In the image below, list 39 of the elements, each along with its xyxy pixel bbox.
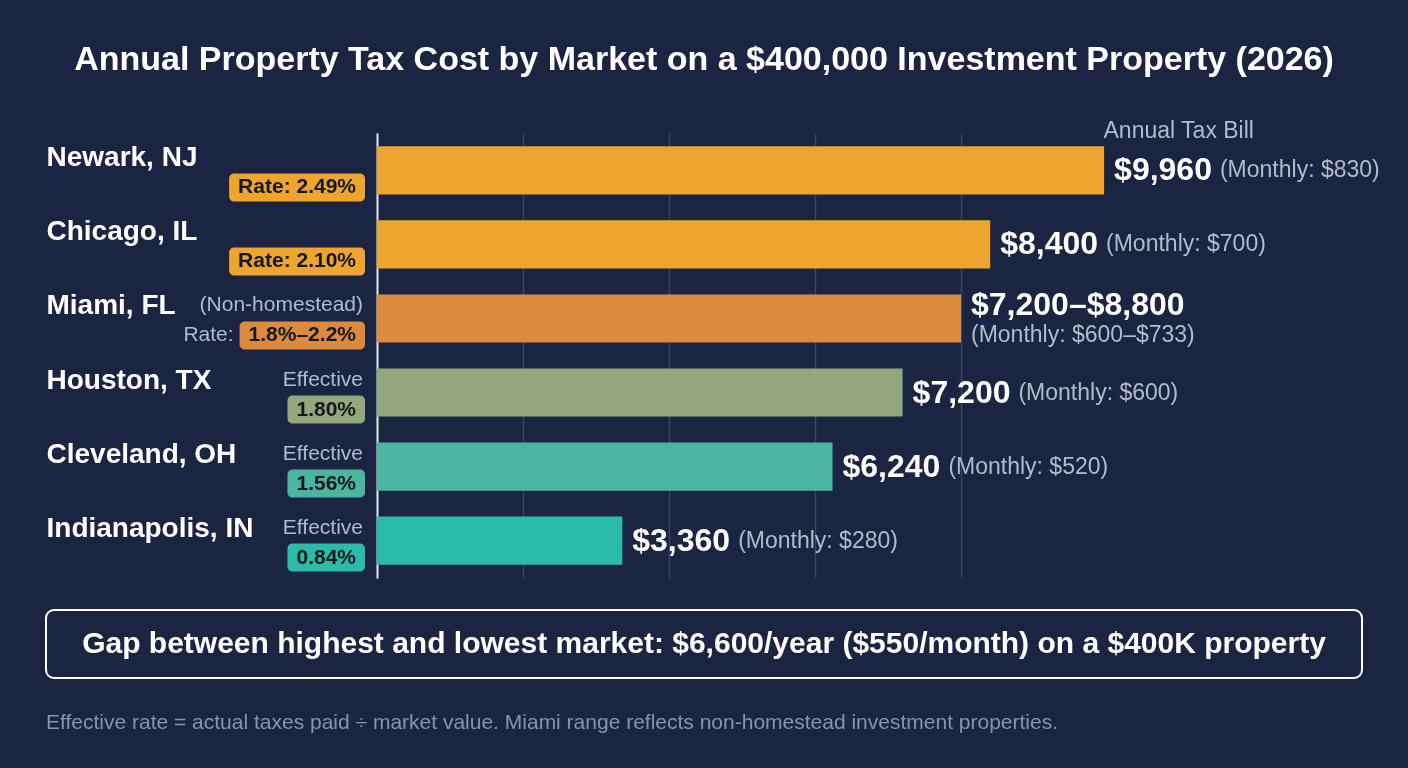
text: (Non-homestead) (199, 292, 363, 316)
bar (377, 368, 903, 417)
text: Effective rate = actual taxes paid ÷ market value. Miami range reflects non-homestead investment properties. (46, 710, 1059, 733)
y-tick-label: Indianapolis, IN (46, 511, 254, 543)
chart-title: Annual Property Tax Cost by Market on a $400,000 Investment Property (2026) (74, 39, 1334, 77)
annotation: (Monthly: $520) (948, 452, 1109, 479)
data-label: $8,400 (1000, 225, 1099, 262)
bar (377, 442, 833, 491)
text: Effective (282, 514, 363, 538)
annotation: (Monthly: $600) (1018, 378, 1179, 405)
y-tick-label: Cleveland, OH (46, 437, 237, 469)
text: Gap between highest and lowest market: $6,600/year ($550/month) on a $400K property (82, 626, 1327, 659)
text: Effective (282, 366, 363, 390)
data-label: $3,360 (632, 521, 731, 558)
text: Rate: (183, 322, 234, 346)
data-label: $9,960 (1114, 151, 1212, 188)
y-tick-label: Miami, FL (46, 289, 176, 321)
data-label: $7,200 (912, 373, 1011, 410)
text: (Monthly: $830) (1219, 156, 1380, 183)
text: 1.56% (296, 470, 357, 494)
y-tick-label: Chicago, IL (46, 215, 198, 247)
text: Rate: 2.49% (238, 174, 357, 198)
text: 1.8%–2.2% (248, 322, 357, 346)
text: Rate: 2.10% (238, 248, 357, 272)
text: 1.80% (296, 396, 357, 420)
text: Effective (282, 440, 363, 464)
data-label: $7,200–$8,800 (971, 286, 1185, 323)
y-tick-label: Houston, TX (46, 363, 212, 395)
bar (377, 516, 623, 565)
annotation: (Monthly: $600–$733) (971, 321, 1195, 348)
annotation: (Monthly: $700) (1106, 230, 1266, 257)
annotation: (Monthly: $280) (738, 526, 898, 553)
bar (377, 294, 961, 343)
x-axis-title: Annual Tax Bill (1103, 116, 1254, 143)
text: 0.84% (296, 544, 357, 568)
bar (377, 220, 991, 269)
data-label: $6,240 (842, 447, 941, 484)
bar (377, 146, 1105, 195)
y-tick-label: Newark, NJ (46, 141, 198, 173)
